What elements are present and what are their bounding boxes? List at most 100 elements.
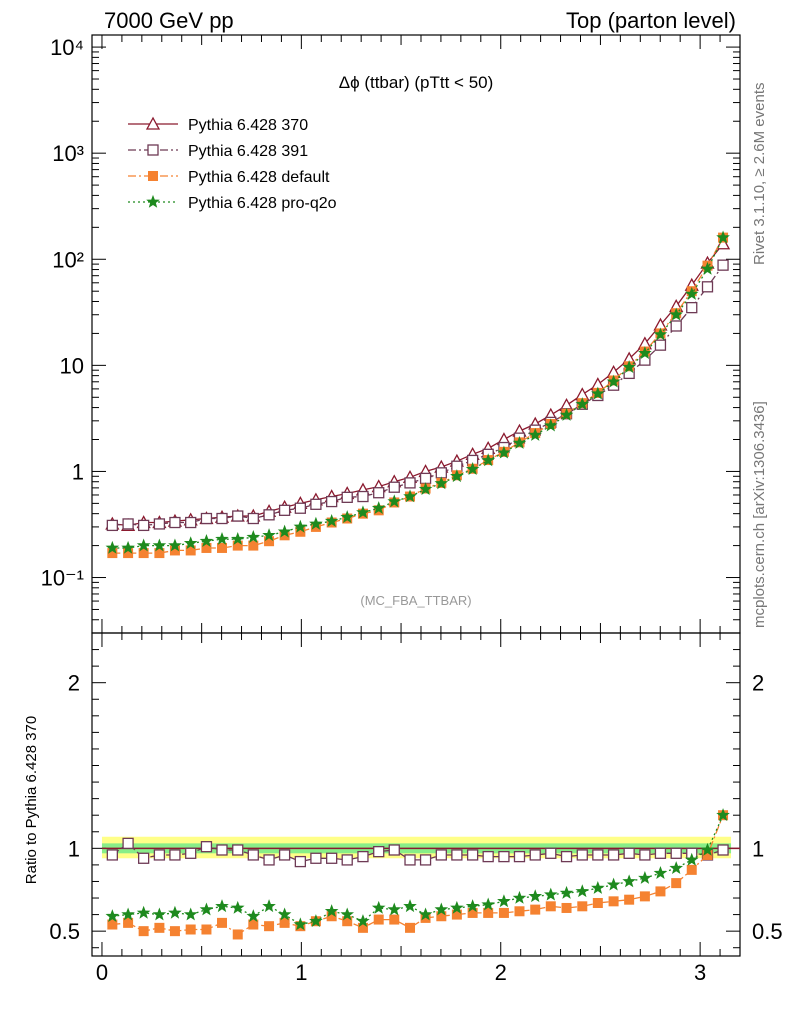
marker-star [277, 524, 292, 538]
marker-star [121, 540, 135, 554]
marker-square-open [686, 301, 698, 314]
marker-star [591, 386, 605, 400]
marker-star [575, 884, 590, 898]
marker-square-open [435, 849, 447, 861]
marker-star [653, 327, 668, 341]
marker-star [309, 516, 323, 530]
marker-star [559, 885, 574, 899]
marker-star [199, 534, 214, 547]
chart-title: Δϕ (ttbar) (pTtt < 50) [339, 73, 494, 92]
marker-square-open [717, 259, 729, 271]
marker-square [185, 924, 196, 935]
marker-star [653, 866, 668, 879]
marker-square [389, 914, 400, 925]
marker-square-open [122, 518, 134, 530]
marker-square-open [147, 144, 159, 156]
marker-square-open [137, 519, 150, 532]
marker-star [262, 528, 276, 542]
marker-star [324, 514, 339, 527]
marker-star [136, 538, 151, 552]
marker-star [387, 494, 402, 508]
marker-square-open [592, 849, 604, 861]
series-line [112, 814, 724, 936]
marker-star [512, 890, 527, 904]
marker-star [418, 482, 433, 495]
marker-star [481, 897, 495, 911]
marker-square [201, 924, 212, 935]
marker-square-open [639, 849, 651, 861]
marker-star [700, 842, 715, 856]
marker-star [215, 899, 229, 913]
main-axis-ticks: 10⁻¹ 1 10 10² 10³ 10⁴ [41, 35, 740, 634]
y-tick-label: 10³ [52, 141, 84, 166]
marker-square-open [607, 849, 620, 861]
marker-square-open [545, 847, 557, 859]
rivet-label: Rivet 3.1.10, ≥ 2.6M events [751, 83, 768, 266]
marker-square [279, 917, 290, 928]
marker-square-open [404, 854, 416, 866]
marker-square-open [654, 339, 667, 351]
legend-label: Pythia 6.428 default [188, 169, 330, 186]
marker-square [498, 907, 509, 918]
marker-square-open [310, 498, 322, 510]
marker-star [403, 899, 417, 913]
marker-star [146, 194, 160, 208]
marker-square-open [357, 490, 369, 503]
marker-square-open [701, 281, 714, 293]
ratio-y-tick-label: 1 [68, 836, 80, 861]
marker-square [592, 897, 603, 908]
marker-star [356, 914, 370, 927]
marker-square [561, 902, 572, 913]
y-tick-label: 10 [60, 353, 84, 378]
series-line [112, 243, 724, 527]
marker-square [123, 917, 134, 928]
marker-square-open [137, 852, 150, 864]
marker-star [716, 230, 730, 244]
y-tick-label: 10⁻¹ [41, 566, 84, 591]
marker-square-open [232, 844, 244, 856]
marker-square [107, 919, 118, 930]
marker-star [606, 374, 621, 388]
marker-square-open [247, 512, 259, 525]
marker-star [324, 904, 339, 918]
series-line [111, 842, 724, 863]
marker-square-open [513, 850, 526, 863]
marker-square [373, 914, 384, 925]
marker-square [577, 901, 588, 912]
series-line [112, 814, 724, 926]
marker-star [638, 871, 652, 884]
x-tick-label: 2 [495, 960, 507, 985]
marker-square-open [185, 516, 197, 529]
marker-star [434, 902, 449, 916]
y-tick-label: 10⁴ [50, 35, 84, 60]
marker-star [669, 861, 683, 874]
header-right: Top (parton level) [566, 8, 736, 33]
marker-star [136, 905, 151, 919]
marker-square-open [106, 519, 118, 532]
marker-star [622, 360, 636, 374]
legend-item: Pythia 6.428 391 [128, 143, 308, 160]
series-pythia-6-428-391 [106, 837, 729, 868]
legend-label: Pythia 6.428 370 [188, 117, 308, 134]
marker-square-open [341, 854, 353, 866]
marker-square-open [200, 512, 213, 525]
marker-star [591, 880, 605, 894]
marker-star [246, 530, 261, 543]
marker-square-open [216, 844, 228, 856]
marker-square-open [373, 845, 385, 858]
marker-star [716, 808, 730, 821]
y-tick-label: 1 [72, 459, 84, 484]
marker-square-open [216, 512, 228, 525]
marker-star [371, 501, 386, 515]
marker-square-open [247, 849, 259, 861]
marker-square [154, 922, 165, 933]
marker-square-open [498, 850, 510, 863]
marker-star [277, 907, 292, 921]
series-line [112, 264, 724, 527]
ratio-axis-ticks: 0.5 0.5 1 1 2 2 [49, 632, 783, 956]
marker-square [405, 922, 416, 933]
marker-star [559, 407, 574, 421]
marker-star [684, 286, 699, 300]
marker-square-open [466, 849, 479, 861]
